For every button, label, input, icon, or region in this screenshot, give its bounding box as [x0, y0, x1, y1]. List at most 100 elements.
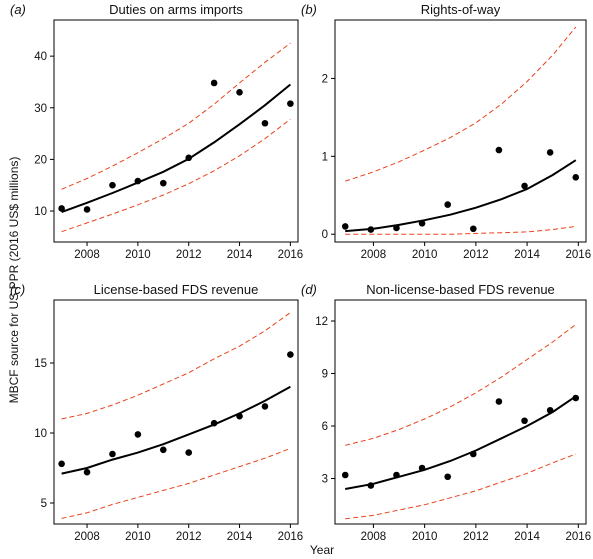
x-tick-label: 2016: [566, 249, 592, 261]
y-tick-label: 15: [34, 358, 47, 370]
data-point: [134, 177, 142, 185]
x-tick-label: 2012: [176, 249, 202, 261]
panel-letter: (b): [301, 2, 317, 17]
y-tick-label: 10: [34, 428, 47, 440]
fit-line: [61, 385, 291, 475]
data-point: [109, 181, 116, 189]
y-tick-label: 6: [322, 421, 328, 433]
data-point: [521, 182, 528, 190]
data-point: [210, 79, 218, 87]
x-tick-label: 2014: [227, 531, 253, 543]
panel-title: License-based FDS revenue: [94, 282, 259, 297]
y-axis-title: MBCF source for US PPR (2016 US$ million…: [7, 157, 21, 404]
panel-title: Rights-of-way: [421, 2, 501, 17]
x-tick-label: 2012: [463, 249, 489, 261]
x-tick-label: 2008: [74, 531, 100, 543]
x-tick-label: 2014: [227, 249, 253, 261]
data-point: [261, 119, 269, 127]
x-tick-label: 2014: [514, 531, 540, 543]
panel-b: (b) Rights-of-way 2008 2010 2012 2014 2016 0 1 2: [301, 2, 591, 261]
data-point: [159, 446, 167, 454]
data-point: [287, 100, 294, 107]
x-tick-label: 2008: [74, 249, 100, 261]
y-tick-label: 3: [322, 474, 328, 486]
data-point: [444, 473, 451, 481]
y-tick-label: 10: [34, 206, 47, 218]
plot-frame: [53, 19, 299, 243]
data-point: [185, 449, 193, 456]
panel-d: (d) Non-license-based FDS revenue 2008 2010…: [301, 282, 591, 543]
data-point: [393, 224, 400, 232]
data-point: [495, 398, 503, 405]
y-tick-label: 5: [41, 498, 47, 510]
lower-interval-line: [61, 447, 291, 519]
y-tick-label: 40: [34, 51, 47, 63]
lower-interval-line: [345, 453, 576, 520]
panel-letter: (c): [10, 282, 25, 297]
data-point: [367, 482, 375, 489]
data-point: [287, 351, 294, 358]
x-tick-label: 2012: [176, 531, 202, 543]
upper-interval-line: [61, 42, 291, 190]
data-point: [210, 419, 218, 427]
x-tick-label: 2008: [361, 249, 387, 261]
data-point: [83, 206, 91, 213]
y-tick-label: 30: [34, 103, 47, 115]
plot-frame: [334, 299, 587, 525]
y-tick-label: 0: [322, 229, 328, 241]
data-point: [470, 225, 477, 233]
x-tick-label: 2016: [278, 531, 304, 543]
y-tick-label: 12: [315, 316, 328, 328]
data-point: [159, 179, 167, 187]
x-tick-label: 2008: [361, 531, 387, 543]
data-point: [185, 154, 193, 162]
data-point: [470, 450, 477, 458]
panel-title: Non-license-based FDS revenue: [366, 282, 555, 297]
data-point: [495, 146, 503, 154]
data-point: [367, 226, 375, 233]
data-point: [546, 149, 554, 156]
data-point: [341, 471, 349, 479]
data-point: [341, 223, 349, 230]
data-point: [109, 450, 116, 458]
panel-letter: (a): [10, 2, 26, 17]
panel-letter: (d): [301, 282, 317, 297]
data-point: [83, 468, 91, 476]
x-tick-label: 2010: [412, 249, 438, 261]
plot-frame: [334, 19, 587, 243]
x-tick-label: 2016: [278, 249, 304, 261]
data-point: [572, 394, 580, 402]
data-point: [546, 406, 554, 414]
x-axis-title: Year: [310, 543, 334, 557]
lower-interval-line: [61, 118, 291, 233]
x-tick-label: 2012: [463, 531, 489, 543]
x-tick-label: 2010: [412, 531, 438, 543]
data-point: [444, 201, 451, 208]
upper-interval-line: [61, 312, 291, 420]
panel-title: Duties on arms imports: [109, 2, 243, 17]
y-tick-label: 1: [322, 151, 328, 163]
data-point: [58, 205, 65, 212]
y-tick-label: 9: [322, 369, 328, 381]
data-point: [572, 174, 580, 181]
data-point: [393, 471, 400, 479]
fit-line: [61, 83, 292, 214]
x-tick-label: 2014: [514, 249, 540, 261]
x-tick-label: 2016: [566, 531, 592, 543]
data-point: [134, 431, 142, 438]
upper-interval-line: [345, 324, 577, 446]
plot-frame: [53, 299, 299, 525]
data-point: [236, 88, 243, 96]
data-point: [236, 412, 243, 420]
x-tick-label: 2010: [125, 249, 151, 261]
lower-interval-line: [345, 225, 576, 235]
fit-line: [345, 395, 577, 490]
data-point: [418, 464, 426, 472]
data-point: [58, 460, 65, 468]
y-tick-label: 20: [34, 154, 47, 166]
x-tick-label: 2010: [125, 531, 151, 543]
y-tick-label: 2: [322, 73, 328, 85]
